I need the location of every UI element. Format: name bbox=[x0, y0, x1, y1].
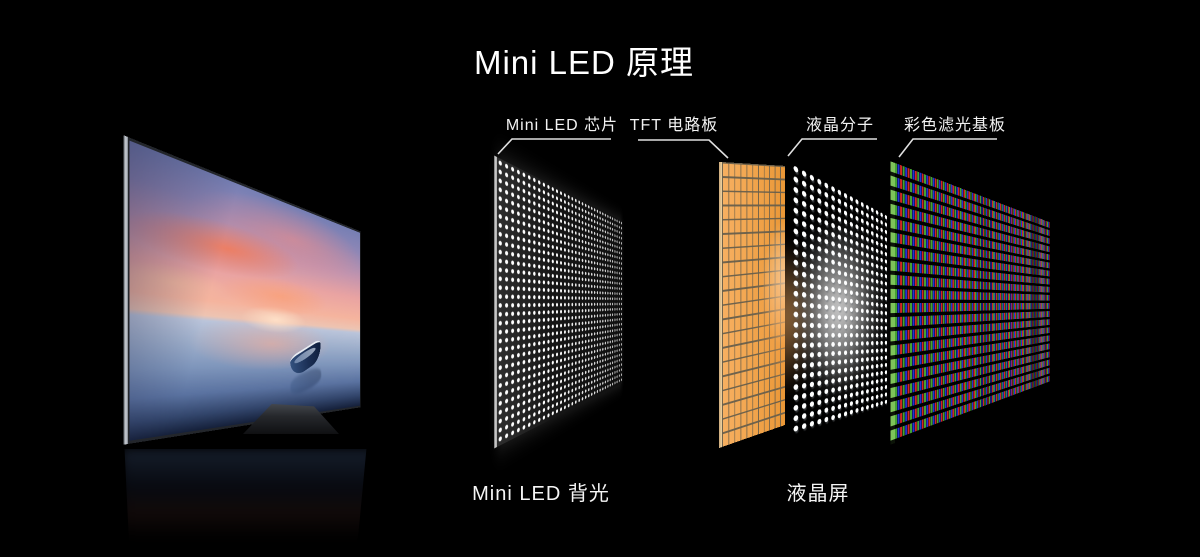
leader-line-miniled-chip bbox=[497, 138, 611, 155]
callout-color-filter: 彩色滤光基板 bbox=[903, 117, 1007, 134]
callout-miniled-chip: Mini LED 芯片 bbox=[505, 117, 619, 134]
leader-line-lc-molecule bbox=[787, 138, 877, 157]
leader-line-color-filter bbox=[898, 138, 997, 158]
caption-lcd-panel: 液晶屏 bbox=[786, 483, 850, 505]
page-title: Mini LED 原理 bbox=[473, 44, 695, 81]
caption-backlight: Mini LED 背光 bbox=[472, 483, 610, 505]
leader-line-tft-board bbox=[638, 139, 729, 159]
callout-tft-board: TFT 电路板 bbox=[629, 117, 719, 134]
tv-reflection bbox=[124, 449, 367, 555]
callout-lc-molecule: 液晶分子 bbox=[805, 117, 875, 134]
